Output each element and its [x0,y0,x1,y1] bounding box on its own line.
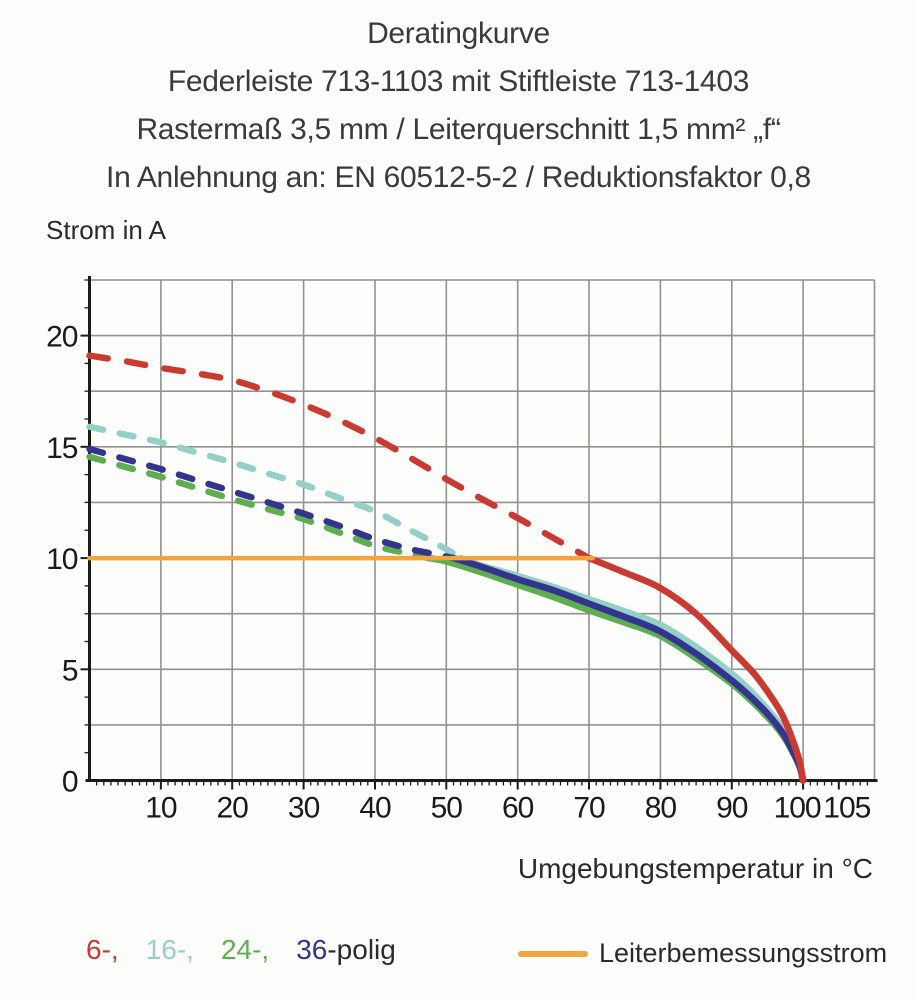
curve-16-polig-dashed [86,423,464,562]
rated-current-label: Leiterbemessungsstrom [599,938,888,968]
legend-item-36-number: 36 [296,934,328,965]
x-tick-label: 70 [573,792,605,825]
poles-legend: 6-, 16-, 24-, 36-polig [86,934,396,966]
y-axis-title: Strom in A [46,215,166,245]
legend-item-36-polig: 36-polig [296,934,396,966]
legend-item-24-polig: 24-, [220,934,270,965]
y-tick-label: 5 [62,654,78,687]
chart-subtitle-parts: Federleiste 713-1103 mit Stiftleiste 713… [167,65,750,98]
x-tick-label: 10 [145,792,177,825]
legend-item-6-polig: 6-, [86,934,119,965]
x-tick-label: 50 [431,792,463,825]
chart-subtitle-pitch: Rastermaß 3,5 mm / Leiterquerschnitt 1,5… [136,113,781,146]
x-axis-title: Umgebungstemperatur in °C [517,853,873,884]
y-tick-label: 0 [62,766,78,799]
x-tick-label: 30 [288,792,320,825]
curve-6-polig-dashed [86,352,593,562]
x-tick-label: 105 [823,792,870,825]
curve-24-polig-dashed [86,453,432,562]
x-tick-label: 20 [217,792,249,825]
chart-title: Deratingkurve [367,17,550,50]
chart-title-block: Deratingkurve Federleiste 713-1103 mit S… [0,10,917,202]
curve-36-polig-solid [450,554,807,784]
curve-6-polig-solid [585,554,807,784]
x-tick-label: 100 [774,792,821,825]
y-tick-label: 15 [46,432,78,465]
rated-current-legend: Leiterbemessungsstrom [518,938,887,969]
x-tick-label: 60 [502,792,534,825]
chart-subtitle-standard: In Anlehnung an: EN 60512-5-2 / Reduktio… [106,161,811,194]
x-tick-label: 90 [716,792,748,825]
x-tick-label: 40 [359,792,391,825]
legend-item-16-polig: 16-, [145,934,194,965]
y-tick-label: 10 [46,543,78,576]
rated-current-swatch [518,950,588,957]
legend-polig-suffix: -polig [327,934,396,965]
curve-36-polig-dashed [86,445,457,562]
y-tick-label: 20 [46,321,78,354]
x-tick-label: 80 [645,792,677,825]
